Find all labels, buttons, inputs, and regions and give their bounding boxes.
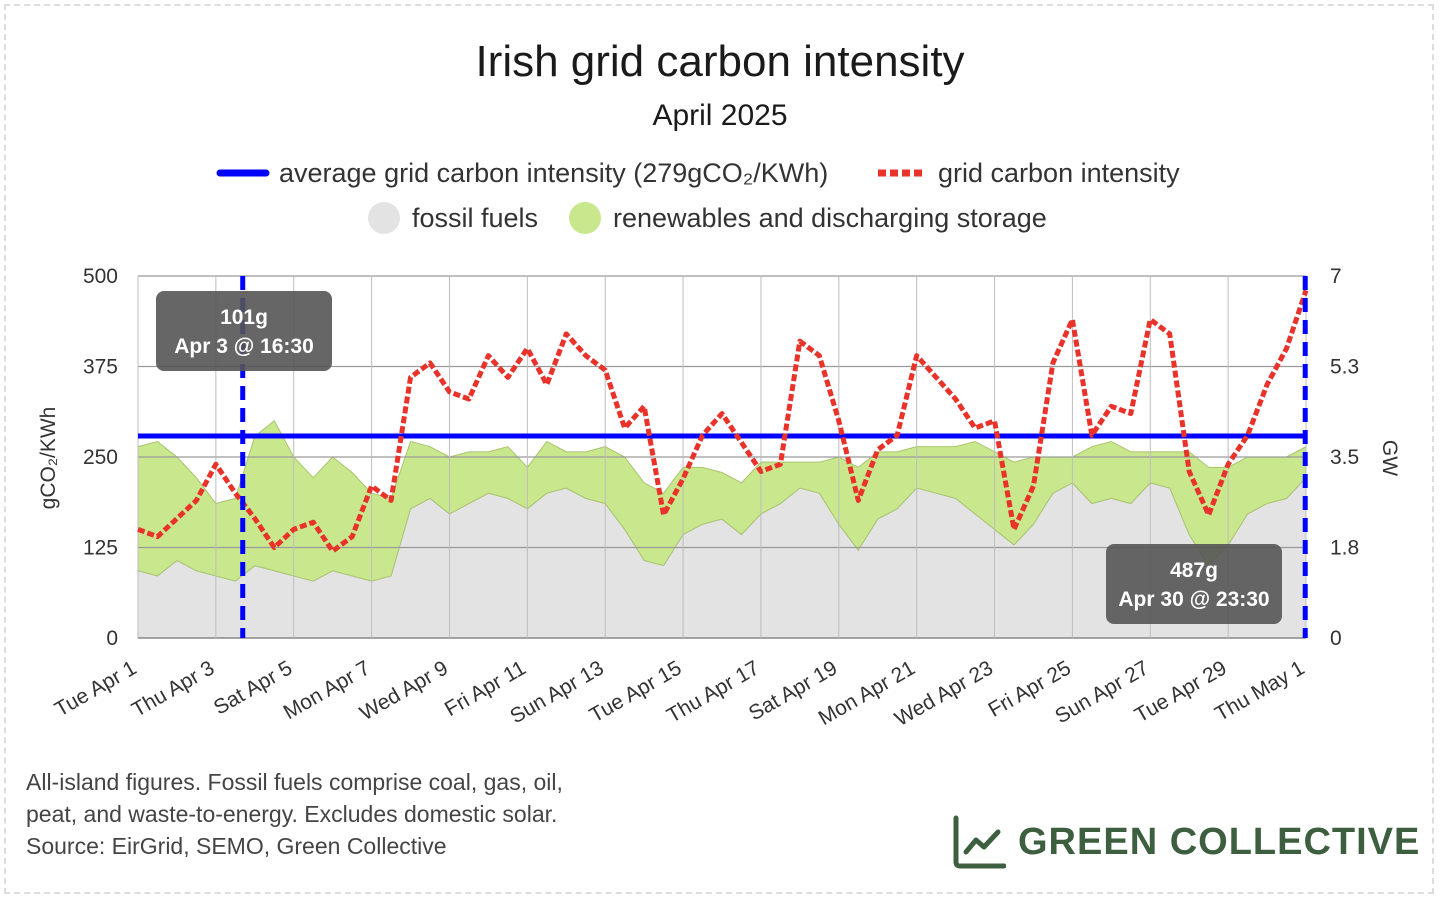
legend-item-renewables[interactable]: renewables and discharging storage xyxy=(569,202,1047,234)
tooltip-box xyxy=(156,291,332,371)
y-axis-right: 7 5.3 3.5 1.8 0 xyxy=(1330,265,1359,650)
annotations: 101g Apr 3 @ 16:30 487g Apr 30 @ 23:30 xyxy=(156,291,1282,624)
chart-frame xyxy=(4,4,1434,894)
y-tick-left: 500 xyxy=(83,265,118,288)
legend-item-average[interactable]: average grid carbon intensity (279gCO₂/K… xyxy=(216,158,828,188)
x-tick-label: Tue Apr 1 xyxy=(51,656,141,721)
chart-subtitle: April 2025 xyxy=(652,99,787,132)
tooltip-time: Apr 3 @ 16:30 xyxy=(174,335,314,358)
footnote-line: peat, and waste-to-energy. Excludes dome… xyxy=(26,801,558,827)
legend-label-renewables: renewables and discharging storage xyxy=(613,203,1047,233)
legend-item-intensity[interactable]: grid carbon intensity xyxy=(878,158,1180,188)
y-tick-right: 0 xyxy=(1330,627,1342,650)
y-tick-left: 125 xyxy=(83,537,118,560)
y-axis-left-title: gCO₂/KWh xyxy=(37,407,60,510)
plot-area xyxy=(137,275,1309,639)
footnote-line: Source: EirGrid, SEMO, Green Collective xyxy=(26,833,447,859)
chart-line-icon xyxy=(953,815,1006,869)
legend-label-intensity: grid carbon intensity xyxy=(938,158,1180,188)
x-tick-label: Wed Apr 9 xyxy=(356,656,452,725)
legend-label-average: average grid carbon intensity (279gCO₂/K… xyxy=(279,158,828,188)
y-tick-right: 5.3 xyxy=(1330,356,1359,379)
x-tick-label: Thu May 1 xyxy=(1211,656,1308,726)
y-tick-right: 1.8 xyxy=(1330,537,1359,560)
y-tick-left: 375 xyxy=(83,356,118,379)
x-tick-label: Thu Apr 3 xyxy=(128,656,218,721)
y-tick-left: 250 xyxy=(83,446,118,469)
chart-title: Irish grid carbon intensity xyxy=(475,37,964,86)
y-tick-left: 0 xyxy=(106,627,118,650)
y-tick-right: 7 xyxy=(1330,265,1342,288)
y-axis-right-title: GW xyxy=(1378,440,1401,476)
y-axis-left: 500 375 250 125 0 xyxy=(83,265,118,650)
legend-item-fossil[interactable]: fossil fuels xyxy=(368,202,538,234)
brand-logo[interactable]: GREEN COLLECTIVE xyxy=(950,812,1420,872)
min-tooltip: 101g Apr 3 @ 16:30 xyxy=(156,291,332,371)
max-tooltip: 487g Apr 30 @ 23:30 xyxy=(1106,544,1282,624)
intensity-line xyxy=(137,289,1309,554)
y-tick-right: 3.5 xyxy=(1330,446,1359,469)
tooltip-value: 487g xyxy=(1170,559,1218,582)
legend-label-fossil: fossil fuels xyxy=(412,203,538,233)
legend-swatch-renewables xyxy=(569,202,601,234)
tooltip-box xyxy=(1106,544,1282,624)
legend-swatch-fossil xyxy=(368,202,400,234)
tooltip-value: 101g xyxy=(220,306,268,329)
footnote: All-island figures. Fossil fuels compris… xyxy=(26,766,666,862)
brand-name: GREEN COLLECTIVE xyxy=(1018,820,1421,863)
footnote-line: All-island figures. Fossil fuels compris… xyxy=(26,769,563,795)
tooltip-time: Apr 30 @ 23:30 xyxy=(1118,588,1269,611)
